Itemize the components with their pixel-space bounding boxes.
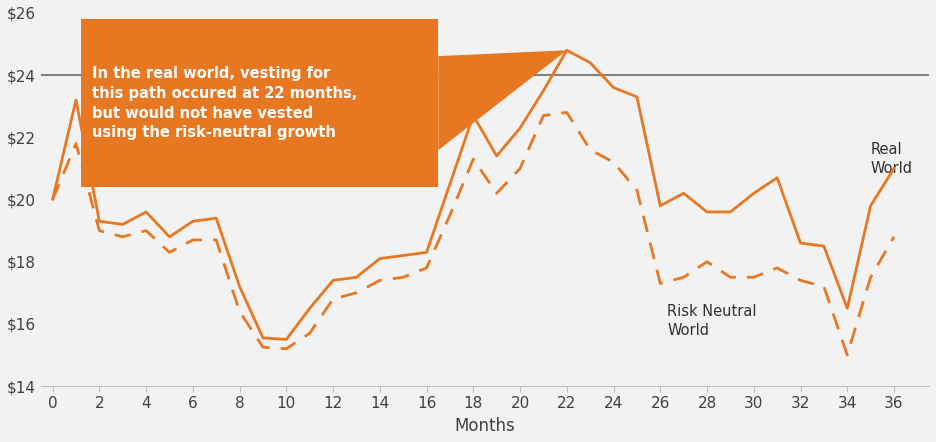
X-axis label: Months: Months bbox=[455, 417, 516, 435]
FancyBboxPatch shape bbox=[80, 19, 438, 187]
Polygon shape bbox=[438, 50, 567, 150]
Text: In the real world, vesting for
this path occured at 22 months,
but would not hav: In the real world, vesting for this path… bbox=[93, 66, 358, 140]
Text: Real
World: Real World bbox=[870, 142, 913, 176]
Text: Risk Neutral
World: Risk Neutral World bbox=[667, 304, 757, 338]
